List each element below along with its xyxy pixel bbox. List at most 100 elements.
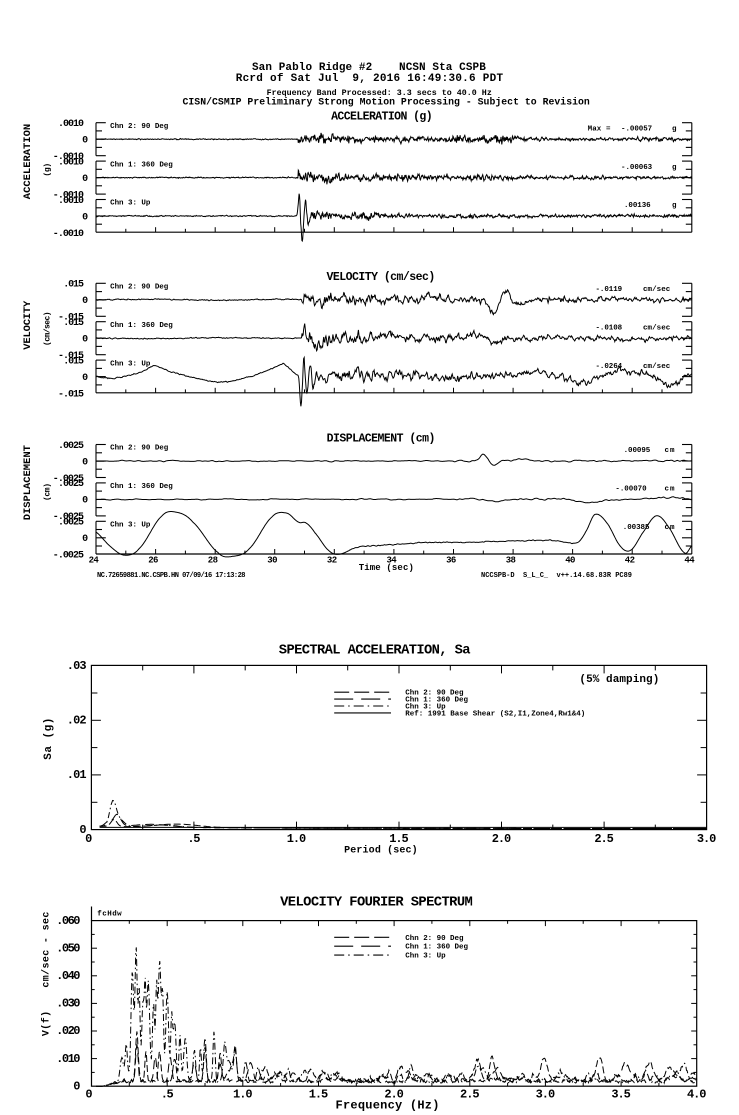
svg-text:.5: .5: [161, 1088, 174, 1102]
svg-text:-.015: -.015: [58, 313, 84, 324]
svg-text:4.0: 4.0: [687, 1088, 707, 1102]
svg-text:.040: .040: [56, 969, 80, 983]
svg-text:Ref: 1991 Base Shear (S2,I1,Zo: Ref: 1991 Base Shear (S2,I1,Zone4,Rw1&4): [405, 710, 585, 718]
svg-text:2.5: 2.5: [460, 1088, 480, 1102]
svg-text:44: 44: [684, 556, 695, 566]
svg-text:-.0264: -.0264: [596, 363, 623, 371]
svg-text:-.015: -.015: [58, 351, 84, 362]
svg-text:.060: .060: [56, 914, 80, 928]
svg-text:Chn 1: 360 Deg: Chn 1: 360 Deg: [110, 483, 173, 491]
svg-text:28: 28: [208, 556, 218, 566]
svg-text:26: 26: [148, 556, 158, 566]
svg-text:.015: .015: [63, 318, 84, 329]
svg-text:cm: cm: [665, 486, 675, 494]
svg-text:-.00063: -.00063: [621, 164, 653, 172]
svg-text:.020: .020: [56, 1024, 80, 1038]
svg-text:Chn 3: Up: Chn 3: Up: [405, 953, 446, 961]
svg-text:.010: .010: [56, 1052, 80, 1066]
svg-text:0: 0: [82, 136, 88, 147]
svg-text:.01: .01: [67, 768, 87, 782]
svg-text:3.0: 3.0: [697, 832, 717, 846]
svg-text:Frequency Band Processed: 3.3: Frequency Band Processed: 3.3 secs to 40…: [267, 88, 492, 98]
svg-text:2.0: 2.0: [384, 1088, 404, 1102]
svg-text:San Pablo Ridge #2 NCSN Sta: San Pablo Ridge #2 NCSN Sta CSPB: [252, 62, 486, 74]
svg-text:.015: .015: [63, 356, 84, 367]
svg-text:42: 42: [625, 556, 635, 566]
svg-text:0: 0: [79, 823, 86, 837]
svg-text:ACCELERATION (g): ACCELERATION (g): [331, 111, 433, 124]
svg-text:Sa (g): Sa (g): [43, 718, 55, 760]
svg-text:.00095: .00095: [624, 447, 651, 455]
svg-text:.0010: .0010: [58, 157, 84, 168]
svg-text:.015: .015: [63, 280, 84, 291]
svg-text:Chn 2: 90 Deg: Chn 2: 90 Deg: [110, 284, 169, 292]
svg-text:V(f): V(f): [41, 1011, 53, 1036]
svg-text:0: 0: [82, 335, 88, 346]
svg-text:DISPLACEMENT (cm): DISPLACEMENT (cm): [327, 432, 436, 445]
svg-text:cm/sec: cm/sec: [643, 363, 671, 371]
svg-text:NCCSPB-D S_L_C_ v++.14.68.83: NCCSPB-D S_L_C_ v++.14.68.83R PC89: [481, 572, 632, 580]
svg-text:VELOCITY (cm/sec): VELOCITY (cm/sec): [327, 271, 436, 284]
svg-text:.0025: .0025: [58, 441, 84, 452]
svg-text:(cm): (cm): [44, 483, 53, 501]
svg-text:Frequency (Hz): Frequency (Hz): [336, 1099, 440, 1113]
svg-text:.0025: .0025: [58, 518, 84, 529]
svg-text:-.00057: -.00057: [621, 125, 652, 133]
svg-text:SPECTRAL ACCELERATION, Sa: SPECTRAL ACCELERATION, Sa: [279, 644, 471, 659]
svg-text:(g): (g): [44, 163, 53, 177]
svg-text:fcHdw: fcHdw: [97, 910, 122, 918]
svg-text:0: 0: [82, 457, 88, 468]
svg-text:-.0108: -.0108: [596, 324, 623, 332]
svg-text:-.00070: -.00070: [615, 486, 647, 494]
svg-text:Chn 1: 360 Deg: Chn 1: 360 Deg: [110, 322, 173, 330]
svg-text:0: 0: [85, 832, 92, 846]
svg-text:30: 30: [267, 556, 277, 566]
svg-text:3.5: 3.5: [611, 1088, 631, 1102]
svg-text:0: 0: [73, 1079, 80, 1093]
svg-text:VELOCITY FOURIER SPECTRUM: VELOCITY FOURIER SPECTRUM: [280, 895, 473, 910]
svg-text:32: 32: [327, 556, 337, 566]
svg-text:0: 0: [82, 174, 88, 185]
svg-text:-.0025: -.0025: [53, 551, 84, 562]
svg-text:CISN/CSMIP Preliminary Strong: CISN/CSMIP Preliminary Strong Motion Pro…: [183, 96, 590, 107]
svg-text:1.5: 1.5: [389, 832, 409, 846]
svg-text:0: 0: [82, 534, 88, 545]
svg-text:Chn 2: 90 Deg: Chn 2: 90 Deg: [110, 123, 169, 131]
svg-text:.5: .5: [187, 832, 200, 846]
svg-text:Chn 3: Up: Chn 3: Up: [110, 360, 151, 368]
svg-text:0: 0: [85, 1088, 92, 1102]
svg-text:cm/sec - sec: cm/sec - sec: [41, 912, 53, 988]
svg-text:Chn 2: 90 Deg: Chn 2: 90 Deg: [110, 445, 169, 453]
svg-text:-.015: -.015: [58, 389, 84, 400]
svg-text:24: 24: [89, 556, 100, 566]
svg-text:cm/sec: cm/sec: [643, 324, 671, 332]
svg-text:-.0025: -.0025: [53, 474, 84, 485]
svg-text:-.0119: -.0119: [596, 286, 623, 294]
svg-text:Chn 1: 360 Deg: Chn 1: 360 Deg: [405, 697, 468, 705]
svg-text:g: g: [672, 202, 677, 210]
svg-text:-.0010: -.0010: [53, 152, 84, 163]
svg-text:40: 40: [565, 556, 575, 566]
svg-text:Period (sec): Period (sec): [344, 845, 418, 857]
svg-text:NC.72659881.NC.CSPB.HN 07/09/1: NC.72659881.NC.CSPB.HN 07/09/16 17:13:28: [97, 572, 246, 580]
svg-text:.050: .050: [56, 941, 80, 955]
svg-text:1.5: 1.5: [309, 1088, 329, 1102]
svg-text:.0010: .0010: [58, 196, 84, 207]
svg-text:(cm/sec): (cm/sec): [44, 311, 53, 346]
svg-text:Chn 2: 90 Deg: Chn 2: 90 Deg: [405, 690, 464, 698]
svg-text:Time (sec): Time (sec): [359, 563, 414, 573]
svg-text:.0010: .0010: [58, 119, 84, 130]
svg-text:g: g: [672, 125, 677, 133]
svg-text:DISPLACEMENT: DISPLACEMENT: [22, 445, 34, 520]
svg-text:Chn 2: 90 Deg: Chn 2: 90 Deg: [405, 935, 464, 943]
svg-text:.030: .030: [56, 997, 80, 1011]
svg-text:Chn 1: 360 Deg: Chn 1: 360 Deg: [405, 944, 468, 952]
svg-text:-.0025: -.0025: [53, 512, 84, 523]
svg-text:0: 0: [82, 496, 88, 507]
svg-text:cm/sec: cm/sec: [643, 286, 671, 294]
svg-text:cm: cm: [665, 447, 675, 455]
svg-text:g: g: [672, 164, 677, 172]
svg-text:.00385: .00385: [623, 524, 650, 532]
svg-text:Chn 3: Up: Chn 3: Up: [110, 200, 151, 208]
svg-text:(5% damping): (5% damping): [579, 674, 659, 686]
